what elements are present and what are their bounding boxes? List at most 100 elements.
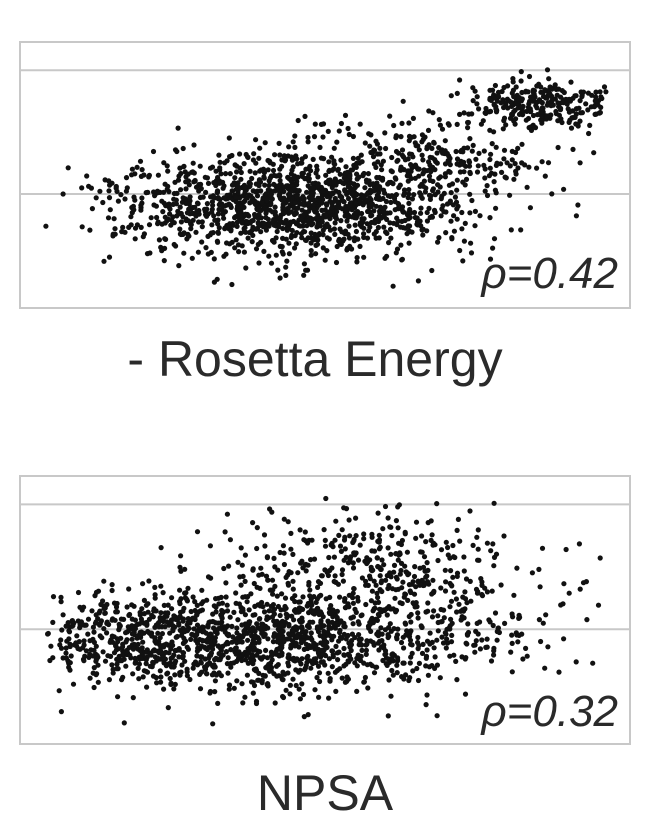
data-point xyxy=(227,171,233,177)
data-point xyxy=(256,572,262,578)
data-point xyxy=(331,578,337,585)
data-point xyxy=(174,633,180,640)
data-point xyxy=(511,592,517,598)
data-point xyxy=(425,600,431,606)
data-point xyxy=(437,675,443,681)
data-point xyxy=(81,658,87,664)
data-point xyxy=(474,169,481,175)
data-point xyxy=(211,603,217,609)
data-point xyxy=(457,247,463,254)
data-point xyxy=(230,188,236,194)
data-point xyxy=(168,617,175,623)
data-point xyxy=(240,193,246,199)
data-point xyxy=(299,625,305,632)
data-point xyxy=(585,107,591,113)
data-point xyxy=(280,543,286,549)
data-point xyxy=(323,201,329,207)
data-point xyxy=(556,669,562,675)
data-point xyxy=(338,120,344,127)
data-point xyxy=(158,545,164,551)
data-point xyxy=(347,533,353,539)
data-point xyxy=(388,235,394,241)
data-point xyxy=(420,157,426,163)
data-point xyxy=(399,207,405,213)
data-point xyxy=(460,594,466,600)
data-point xyxy=(366,208,372,214)
data-point xyxy=(595,602,602,608)
data-point xyxy=(399,152,405,158)
correlation-annotation: ρ=0.42 xyxy=(479,249,618,298)
data-point xyxy=(431,140,437,146)
data-point xyxy=(472,223,478,229)
data-point xyxy=(237,165,243,171)
data-point xyxy=(302,113,308,119)
data-point xyxy=(376,532,382,538)
data-point xyxy=(481,162,487,168)
data-point xyxy=(286,226,292,232)
data-point xyxy=(425,672,431,678)
data-point xyxy=(261,532,268,538)
data-point xyxy=(165,610,171,617)
data-point xyxy=(293,624,299,630)
data-point xyxy=(283,236,289,242)
data-point xyxy=(257,649,263,655)
data-point xyxy=(428,169,434,175)
data-point xyxy=(544,67,551,73)
data-point xyxy=(199,224,205,230)
data-point xyxy=(245,594,251,600)
x-axis-label: - Rosetta Energy xyxy=(127,331,502,387)
data-point xyxy=(463,576,470,582)
data-point xyxy=(478,576,484,582)
data-point xyxy=(273,235,279,241)
data-point xyxy=(331,554,337,560)
data-point xyxy=(290,551,296,558)
data-point xyxy=(227,241,233,247)
data-point xyxy=(395,557,401,563)
data-point xyxy=(415,615,421,621)
data-point xyxy=(378,625,384,631)
data-point xyxy=(91,647,97,653)
data-point xyxy=(179,199,185,205)
data-point xyxy=(280,669,286,675)
data-point xyxy=(270,639,276,645)
data-point xyxy=(126,612,132,619)
data-point xyxy=(184,669,190,675)
data-point xyxy=(322,662,328,668)
data-point xyxy=(265,167,271,173)
data-point xyxy=(305,712,311,718)
data-point xyxy=(355,598,361,604)
data-point xyxy=(597,89,603,95)
data-point xyxy=(539,545,546,551)
data-point xyxy=(325,618,331,624)
data-point xyxy=(302,529,308,535)
data-point xyxy=(244,672,250,678)
data-point xyxy=(353,164,359,170)
data-point xyxy=(140,581,146,587)
data-point xyxy=(336,532,342,539)
data-point xyxy=(408,589,414,596)
data-point xyxy=(150,659,156,665)
data-point xyxy=(513,84,519,90)
data-point xyxy=(465,621,471,627)
data-point xyxy=(501,84,507,91)
data-point xyxy=(351,586,357,592)
data-point xyxy=(143,657,149,663)
data-point xyxy=(332,625,338,631)
data-point xyxy=(534,165,540,171)
data-point xyxy=(135,641,141,647)
data-point xyxy=(430,187,436,194)
data-point xyxy=(276,645,283,651)
data-point xyxy=(335,581,341,587)
data-point xyxy=(106,254,113,260)
data-point xyxy=(333,643,339,650)
data-point xyxy=(473,156,479,162)
data-point xyxy=(190,169,196,175)
data-point xyxy=(195,629,201,635)
data-point xyxy=(165,168,171,174)
data-point xyxy=(350,133,356,140)
data-point xyxy=(345,195,352,202)
data-point xyxy=(58,709,64,715)
data-point xyxy=(254,584,260,590)
data-point xyxy=(88,185,94,191)
data-point xyxy=(227,614,233,620)
